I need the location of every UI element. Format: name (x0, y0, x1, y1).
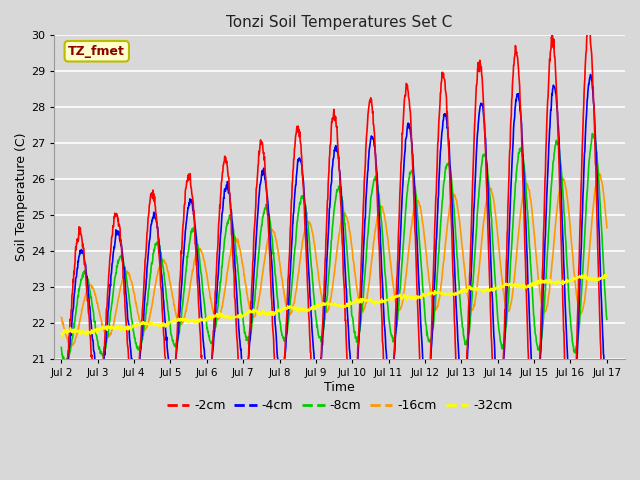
Text: TZ_fmet: TZ_fmet (68, 45, 125, 58)
Legend: -2cm, -4cm, -8cm, -16cm, -32cm: -2cm, -4cm, -8cm, -16cm, -32cm (161, 395, 518, 418)
Title: Tonzi Soil Temperatures Set C: Tonzi Soil Temperatures Set C (227, 15, 452, 30)
Y-axis label: Soil Temperature (C): Soil Temperature (C) (15, 133, 28, 262)
X-axis label: Time: Time (324, 381, 355, 394)
